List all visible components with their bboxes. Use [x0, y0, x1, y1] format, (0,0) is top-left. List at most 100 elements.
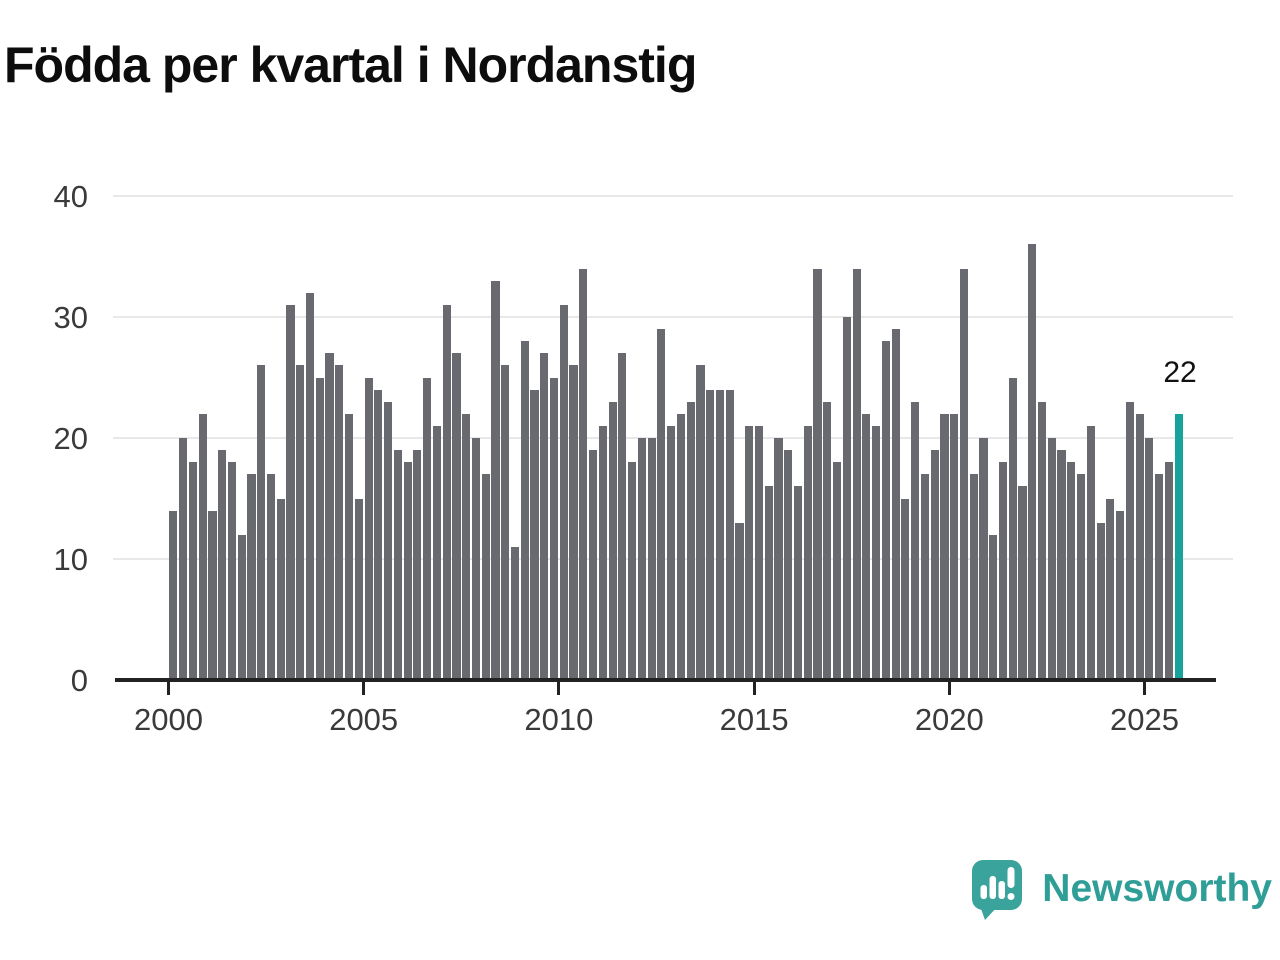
x-axis-tick-label: 2025 — [1110, 702, 1179, 737]
bar — [501, 365, 510, 680]
x-axis-line — [115, 678, 1216, 682]
bar — [1067, 462, 1076, 680]
bar — [832, 462, 842, 680]
bar — [959, 268, 969, 680]
bar — [227, 462, 237, 680]
bar — [764, 486, 773, 680]
bar — [481, 474, 490, 680]
bar — [989, 534, 998, 680]
bar — [520, 341, 529, 680]
bar — [1047, 438, 1056, 680]
chart-title: Födda per kvartal i Nordanstig — [4, 37, 697, 93]
y-axis-tick-label: 40 — [53, 179, 88, 214]
bar — [188, 462, 197, 680]
x-axis-tick — [167, 680, 170, 695]
bar — [813, 268, 822, 680]
bar — [735, 522, 744, 680]
x-axis-tick-label: 2020 — [914, 702, 984, 737]
x-axis-tick — [752, 680, 756, 695]
bar — [725, 389, 734, 680]
bar — [920, 474, 929, 680]
bar — [901, 498, 910, 680]
y-axis-tick-label: 20 — [53, 421, 88, 456]
bar — [940, 413, 949, 680]
bar — [891, 329, 900, 680]
bar — [423, 377, 432, 680]
x-axis-tick — [947, 680, 951, 695]
bar — [1125, 401, 1134, 680]
bar — [452, 353, 461, 680]
bar — [774, 438, 783, 680]
bar — [1096, 522, 1105, 680]
bar — [237, 534, 246, 680]
bar — [930, 450, 939, 680]
bar — [393, 450, 402, 680]
bar — [686, 401, 695, 680]
last-bar-value-label: 22 — [1163, 356, 1197, 389]
x-axis-tick — [1143, 680, 1146, 695]
bar — [257, 365, 266, 680]
bar — [628, 462, 637, 680]
bar — [1155, 474, 1164, 680]
bar — [1145, 438, 1154, 680]
newsworthy-logo: Newsworthy — [970, 858, 1272, 920]
bar — [198, 413, 207, 680]
bar — [462, 413, 471, 680]
bar — [647, 438, 656, 680]
bar — [315, 377, 324, 680]
bar — [598, 425, 607, 680]
bar — [491, 280, 500, 680]
bar — [1106, 498, 1115, 680]
bar — [969, 474, 978, 680]
bar — [1018, 486, 1027, 680]
bar — [754, 425, 764, 680]
bar — [208, 510, 217, 680]
newsworthy-logo-text: Newsworthy — [1042, 867, 1272, 910]
bar — [169, 510, 178, 680]
bar — [403, 462, 412, 680]
bar — [218, 450, 227, 680]
bar — [823, 401, 832, 680]
bar — [471, 438, 481, 680]
bar — [179, 438, 188, 680]
bar — [872, 425, 881, 680]
bar — [793, 486, 803, 680]
bar — [657, 329, 666, 680]
gridline-y30 — [113, 316, 1233, 318]
gridline-y40 — [113, 195, 1233, 197]
bar — [354, 498, 363, 680]
bar — [950, 413, 959, 680]
bar — [286, 304, 295, 680]
bar — [1076, 474, 1086, 680]
bar — [579, 268, 588, 680]
bar — [637, 438, 646, 680]
bar — [247, 474, 256, 680]
x-axis-tick — [362, 680, 366, 695]
bar — [266, 474, 276, 680]
bar — [296, 365, 305, 680]
x-axis-tick-label: 2000 — [134, 702, 203, 737]
bar — [696, 365, 705, 680]
bar — [784, 450, 793, 680]
bar — [559, 304, 568, 680]
bar — [549, 377, 559, 680]
bar — [510, 546, 520, 680]
bar — [1086, 425, 1095, 680]
bar — [745, 425, 754, 680]
y-axis-tick-label: 0 — [70, 663, 88, 698]
bar — [842, 317, 851, 680]
bar — [432, 425, 441, 680]
bar — [588, 450, 598, 680]
bar — [618, 353, 627, 680]
bar — [979, 438, 988, 680]
highlighted-bar — [1174, 413, 1183, 680]
bar — [667, 425, 676, 680]
bar — [305, 292, 315, 680]
bar — [1164, 462, 1173, 680]
bar — [569, 365, 578, 680]
bar — [1037, 401, 1047, 680]
bar — [335, 365, 344, 680]
bar — [325, 353, 334, 680]
x-axis-tick-label: 2015 — [719, 702, 789, 737]
